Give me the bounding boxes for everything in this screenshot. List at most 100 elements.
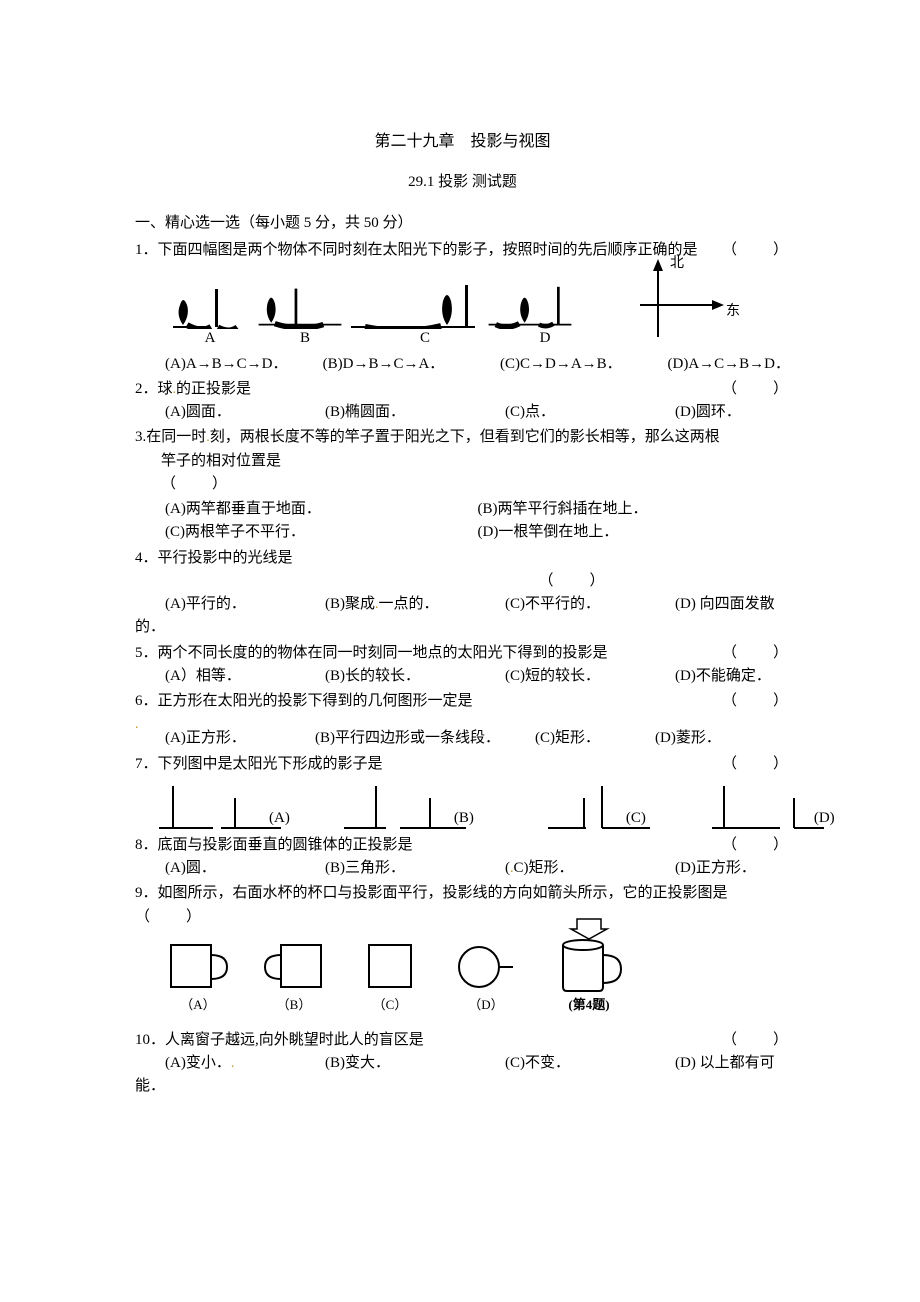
shadow-figure-c [345,277,485,329]
q5-option-c: (C)短的较长． [505,665,675,688]
question-10: 10．人离窗子越远,向外眺望时此人的盲区是 （ ） (A)变小．. (B)变大．… [135,1029,790,1099]
q9-label-b: （B） [261,995,327,1015]
question-5: 5．两个不同长度的的物体在同一时刻同一地点的太阳光下得到的投影是 （ ） (A）… [135,642,790,689]
q7-text: 7．下列图中是太阳光下形成的影子是 [135,753,383,776]
q2-option-b: (B)椭圆面． [325,401,505,424]
q10-tail: 能． [135,1075,790,1098]
q1-option-b: (B)D→B→C→A． [323,353,500,376]
q7-figure-c: (C) [544,782,708,832]
q6-option-a: (A)正方形． [165,727,315,750]
q10-option-d: (D) 以上都有可 [675,1052,775,1075]
q5-option-b: (B)长的较长． [325,665,505,688]
q9-caption: (第4题) [549,995,629,1015]
q9-text: 9．如图所示，右面水杯的杯口与投影面平行，投影线的方向如箭头所示，它的正投影图是 [135,882,790,905]
question-2: 2．球.的正投影是 （ ） (A)圆面． (B)椭圆面． (C)点． (D)圆环… [135,378,790,425]
q8-text: 8．底面与投影面垂直的圆锥体的正投影是 [135,834,413,857]
q1-option-c: (C)C→D→A→B． [500,353,668,376]
figure-label-c: C [355,327,495,350]
q4-option-a: (A)平行的． [165,593,325,616]
cup-figure-main [549,917,629,993]
q4-tail: 的． [135,616,790,639]
answer-blank: （ ） [722,1029,790,1052]
compass-icon: 北 东 [620,257,730,347]
q2-text: 2．球.的正投影是 [135,381,251,397]
q2-option-c: (C)点． [505,401,675,424]
cup-figure-b [261,937,327,993]
q3-option-b: (B)两竿平行斜插在地上． [478,498,791,521]
q7-figure-b: (B) [340,782,524,832]
q9-label-d: （D） [453,995,519,1015]
q6-option-c: (C)矩形． [535,727,655,750]
q7-label-a: (A) [269,807,290,830]
chapter-title: 第二十九章 投影与视图 [135,130,790,155]
stray-mark: . [135,717,139,732]
cup-figure-c [357,937,423,993]
question-8: 8．底面与投影面垂直的圆锥体的正投影是 （ ） (A)圆． (B)三角形． (.… [135,834,790,881]
exam-page: 第二十九章 投影与视图 29.1 投影 测试题 一、精心选一选（每小题 5 分，… [0,0,920,1302]
q1-figure-row: 北 东 A B C D [135,263,790,353]
q8-option-a: (A)圆． [165,857,325,880]
question-3: 3.在同一时.刻，两根长度不等的竿子置于阳光之下，但看到它们的影长相等，那么这两… [135,426,790,544]
q10-option-c: (C)不变． [505,1052,675,1075]
q6-option-d: (D)菱形． [655,727,721,750]
q3-option-c: (C)两根竿子不平行． [165,521,478,544]
question-9: 9．如图所示，右面水杯的杯口与投影面平行，投影线的方向如箭头所示，它的正投影图是… [135,882,790,1015]
q8-option-c: (.C)矩形． [505,857,675,880]
east-label: 东 [726,301,740,323]
q7-label-c: (C) [626,807,646,830]
q10-text: 10．人离窗子越远,向外眺望时此人的盲区是 [135,1029,424,1052]
section-subtitle: 29.1 投影 测试题 [135,171,790,194]
question-1: 1．下面四幅图是两个物体不同时刻在太阳光下的影子，按照时间的先后顺序正确的是 （… [135,239,790,376]
figure-label-d: D [495,327,595,350]
q10-option-a: (A)变小．. [165,1052,325,1075]
q8-option-d: (D)正方形． [675,857,756,880]
q1-text: 1．下面四幅图是两个物体不同时刻在太阳光下的影子，按照时间的先后顺序正确的是 [135,239,698,262]
shadow-figure-b [255,277,345,329]
q9-label-c: （C） [357,995,423,1015]
answer-blank: （ ） [135,909,203,925]
q5-option-d: (D)不能确定． [675,665,771,688]
q3-option-a: (A)两竿都垂直于地面． [165,498,478,521]
q2-option-d: (D)圆环． [675,401,741,424]
answer-blank: （ ） [722,690,790,713]
shadow-figure-a [165,277,255,329]
answer-blank: （ ） [722,239,790,262]
q7-figure-d: (D) [708,782,883,832]
q1-option-d: (D)A→C→B→D． [668,353,791,376]
q5-option-a: (A）相等． [165,665,325,688]
q7-figure-a: (A) [155,782,340,832]
q3-text-line1: 3.在同一时.刻，两根长度不等的竿子置于阳光之下，但看到它们的影长相等，那么这两… [135,426,790,449]
q4-text: 4．平行投影中的光线是 [135,547,790,570]
north-label: 北 [670,253,684,275]
q10-option-b: (B)变大． [325,1052,505,1075]
answer-blank: （ ） [538,573,606,589]
cup-figure-a [165,937,231,993]
answer-blank: （ ） [722,642,790,665]
question-7: 7．下列图中是太阳光下形成的影子是 （ ） (A) [135,753,790,832]
question-6: 6．正方形在太阳光的投影下得到的几何图形一定是 （ ） . (A)正方形． (B… [135,690,790,751]
shadow-figure-d [485,277,575,329]
q1-option-a: (A)A→B→C→D． [165,353,323,376]
q3-option-d: (D)一根竿倒在地上． [478,521,791,544]
section-heading: 一、精心选一选（每小题 5 分，共 50 分） [135,212,790,235]
q2-option-a: (A)圆面． [165,401,325,424]
q4-option-c: (C)不平行的． [505,593,675,616]
q5-text: 5．两个不同长度的的物体在同一时刻同一地点的太阳光下得到的投影是 [135,642,608,665]
q7-label-d: (D) [814,807,835,830]
q6-option-b: (B)平行四边形或一条线段． [315,727,535,750]
q7-label-b: (B) [454,807,474,830]
q9-label-a: （A） [165,995,231,1015]
question-4: 4．平行投影中的光线是 （ ） (A)平行的． (B)聚成.一点的． (C)不平… [135,547,790,640]
q8-option-b: (B)三角形． [325,857,505,880]
figure-label-b: B [255,327,355,350]
answer-blank: （ ） [722,834,790,857]
q4-option-b: (B)聚成.一点的． [325,593,505,616]
q4-option-d: (D) 向四面发散 [675,593,775,616]
q3-text-line2: 竿子的相对位置是 [135,450,790,473]
answer-blank: （ ） [722,378,790,401]
answer-blank: （ ） [722,753,790,776]
answer-blank: （ ） [161,476,229,492]
figure-label-a: A [165,327,255,350]
cup-figure-d [453,937,519,993]
q6-text: 6．正方形在太阳光的投影下得到的几何图形一定是 [135,690,473,713]
